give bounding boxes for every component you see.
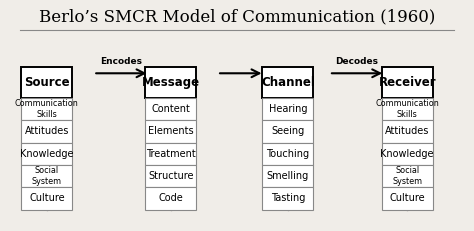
FancyBboxPatch shape <box>21 143 72 165</box>
Text: Source: Source <box>24 76 70 89</box>
Text: Berlo’s SMCR Model of Communication (1960): Berlo’s SMCR Model of Communication (196… <box>39 8 435 25</box>
Text: Elements: Elements <box>148 126 193 136</box>
Text: Tasting: Tasting <box>271 193 305 204</box>
FancyBboxPatch shape <box>382 98 433 120</box>
Text: Social
System: Social System <box>32 166 62 186</box>
FancyBboxPatch shape <box>263 187 313 210</box>
FancyBboxPatch shape <box>145 143 196 165</box>
Text: Social
System: Social System <box>392 166 422 186</box>
Text: Smelling: Smelling <box>267 171 309 181</box>
Text: Culture: Culture <box>29 193 64 204</box>
FancyBboxPatch shape <box>382 143 433 165</box>
Text: Treatment: Treatment <box>146 149 196 159</box>
Text: Seeing: Seeing <box>271 126 304 136</box>
FancyBboxPatch shape <box>21 187 72 210</box>
FancyBboxPatch shape <box>21 165 72 187</box>
Text: Touching: Touching <box>266 149 310 159</box>
Text: Communication
Skills: Communication Skills <box>375 99 439 119</box>
FancyBboxPatch shape <box>263 120 313 143</box>
FancyBboxPatch shape <box>145 120 196 143</box>
FancyBboxPatch shape <box>21 98 72 120</box>
FancyBboxPatch shape <box>145 67 196 98</box>
Text: Receiver: Receiver <box>378 76 436 89</box>
Text: Culture: Culture <box>390 193 425 204</box>
FancyBboxPatch shape <box>263 165 313 187</box>
FancyBboxPatch shape <box>263 143 313 165</box>
Text: Knowledge: Knowledge <box>381 149 434 159</box>
FancyBboxPatch shape <box>145 187 196 210</box>
Text: Communication
Skills: Communication Skills <box>15 99 79 119</box>
FancyBboxPatch shape <box>382 187 433 210</box>
FancyBboxPatch shape <box>21 120 72 143</box>
Text: Decodes: Decodes <box>335 58 378 67</box>
FancyBboxPatch shape <box>263 98 313 120</box>
FancyBboxPatch shape <box>382 165 433 187</box>
Text: Message: Message <box>142 76 200 89</box>
FancyBboxPatch shape <box>263 67 313 98</box>
Text: Structure: Structure <box>148 171 193 181</box>
Text: Attitudes: Attitudes <box>25 126 69 136</box>
FancyBboxPatch shape <box>21 67 72 98</box>
FancyBboxPatch shape <box>145 98 196 120</box>
Text: Attitudes: Attitudes <box>385 126 429 136</box>
Text: Encodes: Encodes <box>100 58 142 67</box>
Text: Hearing: Hearing <box>269 104 307 114</box>
FancyBboxPatch shape <box>382 120 433 143</box>
Text: Knowledge: Knowledge <box>20 149 73 159</box>
FancyBboxPatch shape <box>145 165 196 187</box>
Text: Content: Content <box>151 104 190 114</box>
Text: Code: Code <box>158 193 183 204</box>
Text: Channel: Channel <box>261 76 315 89</box>
FancyBboxPatch shape <box>382 67 433 98</box>
